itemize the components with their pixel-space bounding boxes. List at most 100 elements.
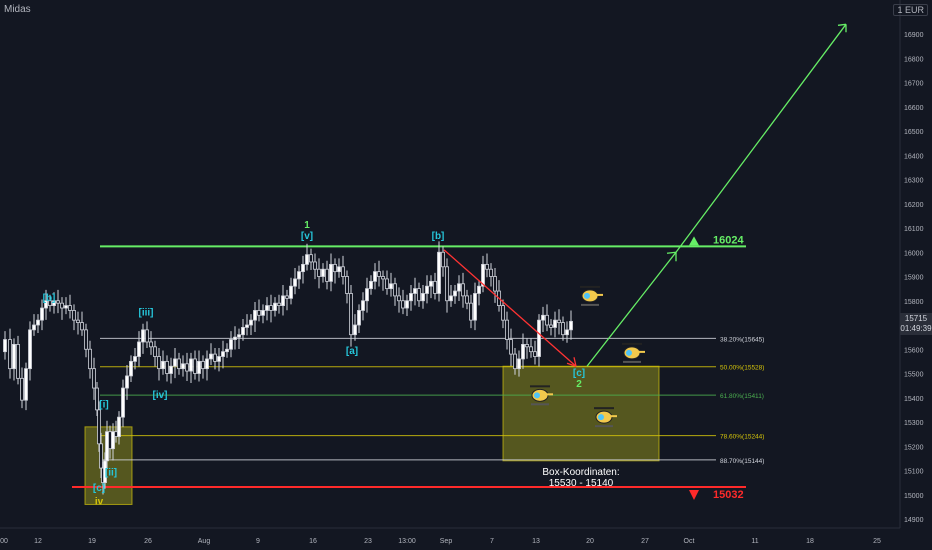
candle-body	[99, 443, 103, 469]
candle-body	[97, 409, 101, 445]
price-axis-bg	[900, 0, 932, 550]
candle-body	[385, 278, 389, 290]
candle-body	[16, 343, 20, 379]
candle-body	[305, 254, 309, 265]
candle-body	[125, 375, 129, 389]
x-tick-label: 13:00	[398, 538, 416, 545]
candle-body	[281, 295, 285, 306]
helicopter-part	[530, 385, 550, 388]
x-tick-label: 27	[641, 538, 649, 545]
helicopter-part	[623, 360, 641, 363]
fib-label: 50.00%(15528)	[720, 365, 764, 372]
candle-body	[205, 358, 209, 370]
candle-body	[8, 339, 12, 370]
candle-body	[557, 319, 561, 323]
arrow-head-icon	[837, 23, 847, 33]
box-caption: Box-Koordinaten:	[542, 467, 619, 478]
candle-body	[60, 302, 64, 309]
y-tick-label: 15600	[904, 347, 924, 354]
candle-body	[381, 276, 385, 280]
candle-body	[145, 329, 149, 343]
symbol-label: Midas	[4, 4, 31, 15]
candle-body	[301, 263, 305, 273]
candle-body	[309, 254, 313, 263]
resistance-label: 16024	[713, 234, 744, 246]
countdown-value: 01:49:39	[900, 324, 932, 333]
candle-body	[313, 261, 317, 270]
up-arrow-icon	[689, 236, 699, 246]
candle-body	[72, 310, 76, 321]
candle-body	[537, 319, 541, 357]
candle-body	[64, 305, 68, 309]
candle-body	[105, 431, 109, 462]
last-price-value: 15715	[904, 314, 928, 323]
helicopter-icon	[622, 342, 645, 363]
candle-body	[401, 300, 405, 309]
candle-body	[56, 300, 60, 304]
candle-body	[95, 387, 99, 411]
candle-body	[129, 360, 133, 377]
wave-label: [i]	[99, 399, 108, 410]
candle-body	[189, 358, 193, 372]
candle-body	[565, 329, 569, 336]
box-range: 15530 - 15140	[549, 478, 614, 489]
y-tick-label: 16000	[904, 250, 924, 257]
wave-label: [b]	[43, 293, 56, 304]
candle-body	[337, 266, 341, 273]
candle-body	[441, 251, 445, 268]
helicopter-part	[546, 393, 553, 396]
candle-body	[40, 307, 44, 321]
y-tick-label: 16800	[904, 56, 924, 63]
x-tick-label: 16	[309, 538, 317, 545]
candle-body	[369, 280, 373, 290]
candle-body	[453, 290, 457, 297]
candle-body	[393, 283, 397, 297]
candle-body	[505, 319, 509, 340]
candle-body	[241, 327, 245, 336]
candle-body	[117, 416, 121, 437]
x-tick-label: Sep	[440, 538, 453, 545]
wave-label: [iv]	[153, 390, 168, 401]
wave-label: 1	[304, 220, 310, 231]
candle-body	[529, 346, 533, 353]
helicopter-part	[531, 403, 549, 406]
candle-body	[185, 363, 189, 372]
candle-body	[473, 293, 477, 321]
candle-body	[229, 339, 233, 350]
candle-body	[28, 329, 32, 370]
candle-body	[92, 368, 96, 389]
x-tick-label: Aug	[198, 538, 211, 545]
candle-body	[265, 305, 269, 311]
candle-body	[521, 343, 525, 360]
arrow-head-icon	[566, 357, 577, 367]
helicopter-icon	[530, 385, 553, 406]
y-tick-label: 15200	[904, 444, 924, 451]
candle-body	[445, 266, 449, 302]
candle-body	[76, 319, 80, 323]
helicopter-part	[584, 292, 590, 299]
candle-body	[297, 271, 301, 280]
candle-body	[349, 293, 353, 336]
candle-body	[173, 358, 177, 367]
candle-body	[121, 387, 125, 418]
fib-label: 61.80%(15411)	[720, 393, 764, 400]
x-tick-label: 12	[34, 538, 42, 545]
candle-body	[513, 353, 517, 370]
candle-body	[273, 302, 277, 311]
candle-body	[157, 356, 161, 370]
currency-badge[interactable]: 1 EUR	[893, 4, 928, 16]
x-tick-label: 25	[873, 538, 881, 545]
fib-label: 38.20%(15645)	[720, 336, 764, 343]
candle-body	[325, 268, 329, 282]
helicopter-part	[581, 303, 599, 306]
candle-body	[541, 314, 545, 321]
candle-body	[213, 353, 217, 362]
y-tick-label: 15500	[904, 372, 924, 379]
candle-body	[569, 320, 573, 331]
candle-body	[345, 276, 349, 294]
candle-body	[545, 314, 549, 326]
candle-body	[245, 324, 249, 328]
candle-body	[417, 288, 421, 302]
y-tick-label: 16600	[904, 105, 924, 112]
